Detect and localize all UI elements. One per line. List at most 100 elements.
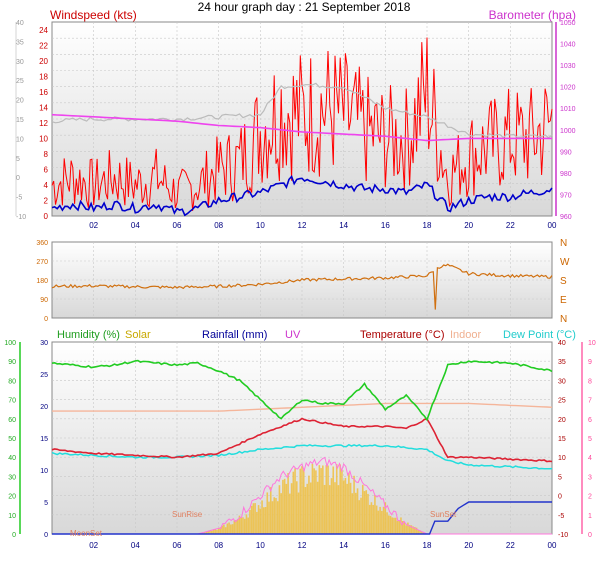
wind-y-tick: 12 [39,119,48,128]
uv-y-tick: 6 [588,417,592,424]
atmos-x-tick: 16 [381,541,390,550]
atmos-x-tick: 00 [548,541,557,550]
solar-y-tick: 15 [40,436,48,443]
temp-y-tick: 20 [558,417,566,424]
wind-x-tick: 08 [214,221,223,230]
baro-y-tick: 960 [560,214,572,221]
temp-y-tick: 15 [558,436,566,443]
windspeed-label: Windspeed (kts) [50,8,137,22]
wind-alt-y-tick: 20 [16,98,24,105]
wind-direction-line [51,263,553,310]
baro-y-tick: 970 [560,192,572,199]
legend-label: Humidity (%) [57,329,120,341]
uv-y-tick: 2 [588,494,592,501]
legend-label: Rainfall (mm) [202,329,267,341]
wind-y-tick: 0 [44,212,49,221]
wind-alt-y-tick: 25 [16,78,24,85]
wind-x-tick: 22 [506,221,515,230]
uv-y-tick: 9 [588,359,592,366]
direction-y-tick: 0 [44,316,48,323]
legend-label: Indoor [450,329,482,341]
humidity-y-tick: 50 [8,436,16,443]
direction-y-tick: 360 [36,240,48,247]
legend-label: UV [285,329,301,341]
baro-y-tick: 1010 [560,106,576,113]
atmos-x-tick: 06 [173,541,182,550]
windspeed-line [51,174,553,217]
compass-tick: E [560,295,567,306]
uv-y-tick: 7 [588,398,592,405]
humidity-y-tick: 100 [4,340,16,347]
dewpoint-line [51,443,553,470]
wind-alt-y-tick: 40 [16,20,24,27]
wind-alt-y-tick: -5 [16,195,22,202]
uv-y-tick: 4 [588,455,592,462]
wind-alt-y-tick: 30 [16,59,24,66]
atmos-x-tick: 08 [214,541,223,550]
humidity-y-tick: 10 [8,513,16,520]
solar-y-tick: 10 [40,468,48,475]
temp-y-tick: 30 [558,378,566,385]
wind-y-tick: 14 [39,103,48,112]
compass-tick: W [560,257,570,268]
wind-x-tick: 12 [298,221,307,230]
wind-y-tick: 8 [44,150,49,159]
humidity-line [51,359,553,422]
legend-label: Dew Point (°C) [503,329,576,341]
atmos-x-tick: 22 [506,541,515,550]
wind-x-tick: 18 [423,221,432,230]
compass-tick: N [560,314,567,325]
uv-y-tick: 0 [588,532,592,539]
direction-y-tick: 180 [36,278,48,285]
direction-y-tick: 90 [40,297,48,304]
solar-y-tick: 20 [40,404,48,411]
solar-y-tick: 30 [40,340,48,347]
baro-y-tick: 990 [560,149,572,156]
temp-y-tick: 25 [558,398,566,405]
compass-tick: N [560,238,567,249]
wind-y-tick: 18 [39,72,48,81]
page-title: 24 hour graph day : 21 September 2018 [197,0,411,14]
barometer-line [51,113,552,142]
humidity-y-tick: 30 [8,474,16,481]
wind-alt-y-tick: 5 [16,156,20,163]
baro-y-tick: 1000 [560,128,576,135]
baro-y-tick: 1020 [560,85,576,92]
atmos-x-tick: 14 [339,541,348,550]
baro-y-tick: 1030 [560,63,576,70]
wind-y-tick: 24 [39,26,48,35]
solar-y-tick: 5 [44,500,48,507]
humidity-y-tick: 80 [8,378,16,385]
temp-y-tick: -10 [558,532,568,539]
wind-y-tick: 10 [39,134,48,143]
barometer-label: Barometer (hpa) [488,8,576,22]
atmos-x-tick: 12 [298,541,307,550]
sun-moon-annotation: SunRise [172,510,203,519]
wind-y-tick: 22 [39,41,48,50]
wind-x-tick: 16 [381,221,390,230]
wind-y-tick: 6 [44,165,49,174]
direction-y-tick: 270 [36,259,48,266]
solar-y-tick: 25 [40,372,48,379]
sun-moon-annotation: MoonSet [70,529,103,538]
humidity-y-tick: 0 [12,532,16,539]
temp-y-tick: 40 [558,340,566,347]
temp-y-tick: -5 [558,513,564,520]
temp-y-tick: 0 [558,494,562,501]
baro-y-tick: 980 [560,171,572,178]
wind-x-tick: 00 [548,221,557,230]
temp-y-tick: 10 [558,455,566,462]
wind-alt-y-tick: 10 [16,136,24,143]
rainfall-line [52,501,552,535]
wind-x-tick: 04 [131,221,140,230]
uv-y-tick: 10 [588,340,596,347]
wind-x-tick: 10 [256,221,265,230]
baro-y-tick: 1040 [560,42,576,49]
baro-y-tick: 1050 [560,20,576,27]
uv-y-tick: 3 [588,474,592,481]
wind-x-tick: 06 [173,221,182,230]
sun-moon-annotation: SunSet [430,510,457,519]
legend-label: Solar [125,329,151,341]
